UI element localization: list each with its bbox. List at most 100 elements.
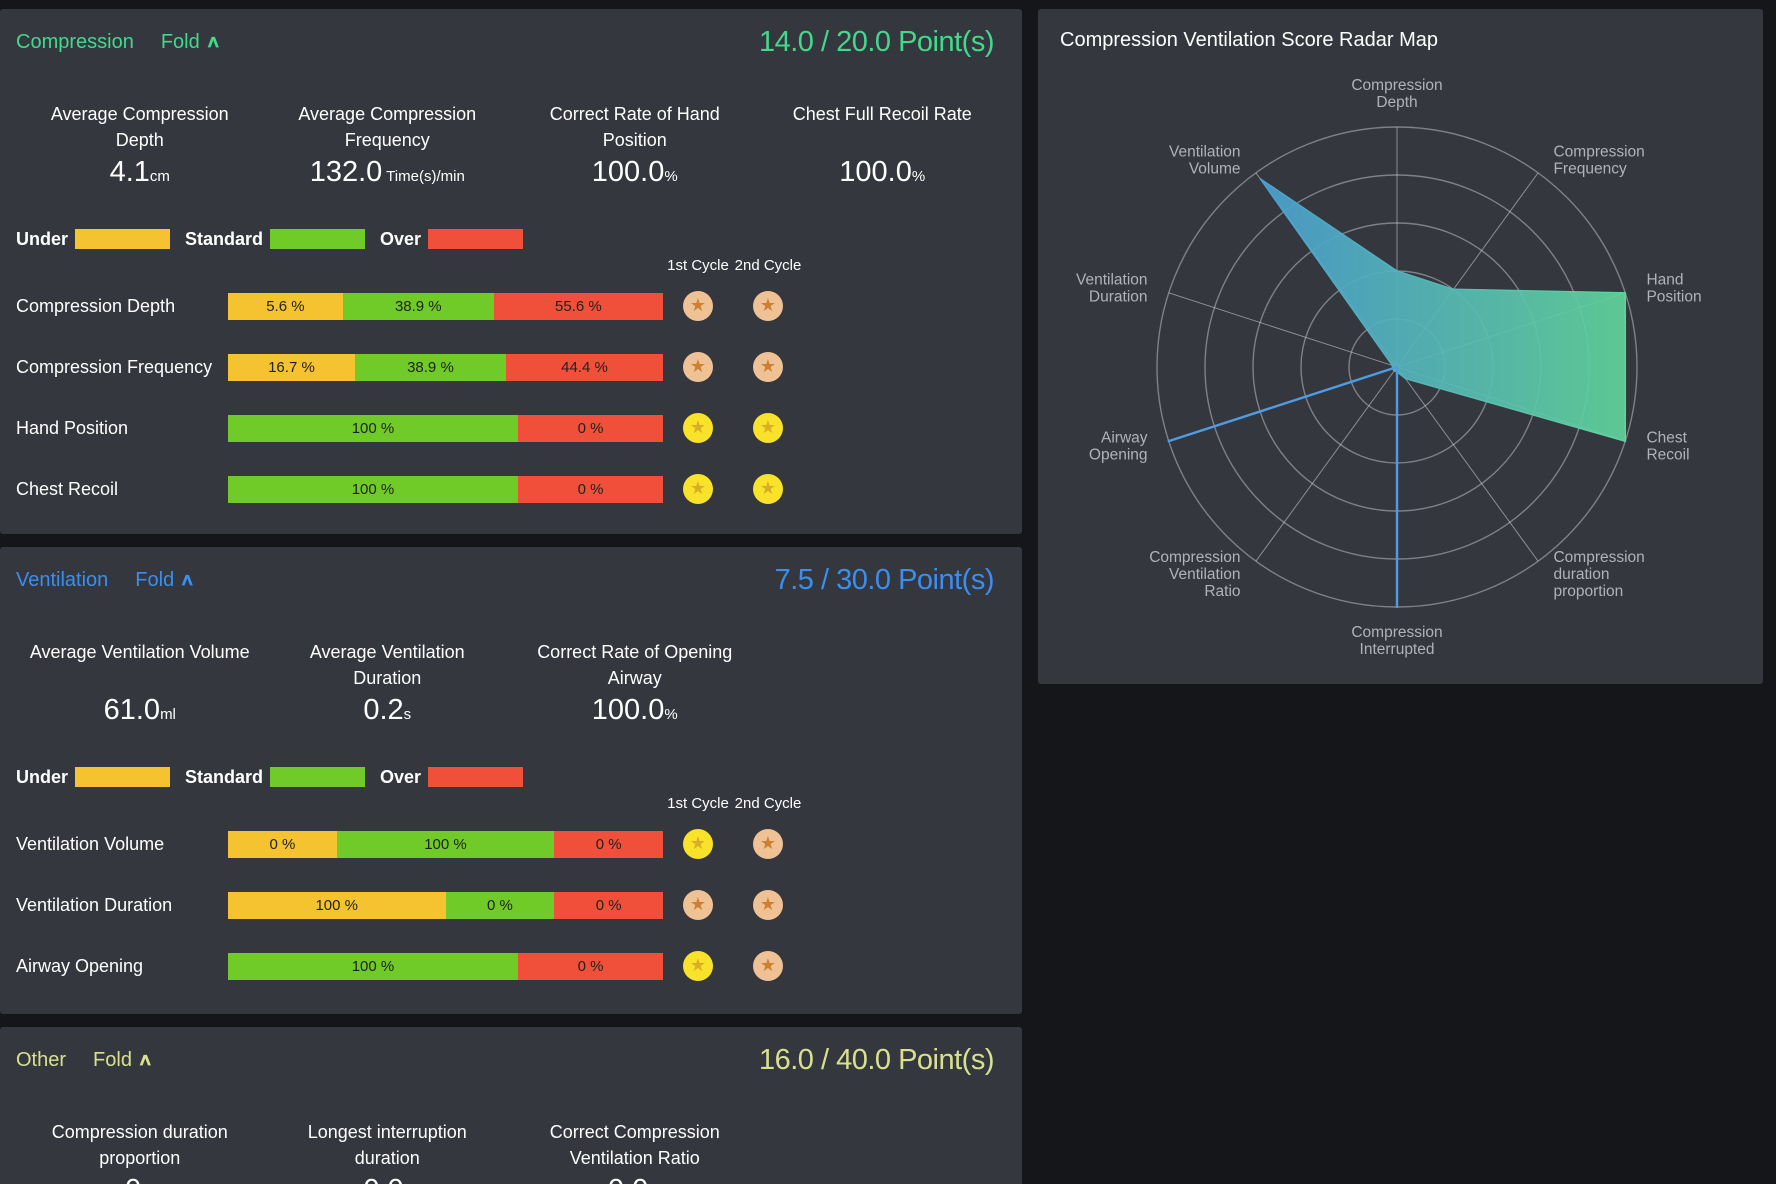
bar-segment-standard: 38.9 % (342, 292, 494, 320)
stat-value: 61.0ml (103, 694, 176, 726)
stat-label: Compression duration proportion (51, 1122, 228, 1168)
star-icon: ★ (759, 833, 777, 853)
radar-axis-label: Compression Ventilation Ratio (1149, 549, 1240, 600)
distribution-bar: 100 % 0 % 0 % (228, 891, 663, 919)
bronze-medal: ★ (753, 829, 783, 859)
metric-row-label: Ventilation Duration (16, 894, 173, 915)
distribution-bar: 100 % 0 % (228, 414, 663, 442)
metric-row: Airway Opening 100 % 0 % ★ ★ (16, 951, 1006, 981)
radar-spike-airway-opening (1167, 365, 1399, 443)
radar-column: Compression Ventilation Score Radar Map … (1038, 9, 1763, 697)
bar-segment-over: 0 % (518, 414, 663, 442)
metric-row-label: Compression Depth (16, 295, 176, 316)
star-icon: ★ (759, 894, 777, 914)
metric-row-label: Chest Recoil (16, 478, 119, 499)
stat-value: 100.0% (591, 694, 678, 726)
metric-row-label: Compression Frequency (16, 356, 213, 377)
stat-value: 0.2s (363, 694, 412, 726)
legend-label-over: Over (380, 228, 422, 249)
bronze-medal: ★ (753, 291, 783, 321)
bar-segment-standard: 100 % (228, 414, 518, 442)
legend-label-under: Under (16, 228, 69, 249)
other-fold-toggle[interactable]: Fold ∧ (93, 1049, 153, 1072)
stat-label: Correct Compression Ventilation Ratio (549, 1122, 720, 1168)
stat: Average Ventilation Duration 0.2s (264, 639, 512, 732)
star-icon: ★ (689, 417, 707, 437)
gold-medal: ★ (753, 474, 783, 504)
band-legend: Under Standard Over (16, 767, 1006, 787)
star-icon: ★ (689, 955, 707, 975)
cycle-header-2: 2nd Cycle (734, 794, 802, 812)
stat: Average Compression Depth 4.1cm (16, 101, 264, 194)
bar-segment-under: 5.6 % (228, 292, 343, 320)
metric-row: Compression Depth 5.6 % 38.9 % 55.6 % ★ ★ (16, 291, 1006, 321)
legend-label-standard: Standard (185, 228, 264, 249)
chevron-up-icon: ∧ (137, 1050, 153, 1069)
metric-row-label: Airway Opening (16, 955, 144, 976)
bar-segment-over: 0 % (554, 891, 663, 919)
star-icon: ★ (759, 955, 777, 975)
stat: Average Ventilation Volume 61.0ml (16, 639, 264, 732)
cycle-header-1: 1st Cycle (667, 256, 729, 274)
radar-spoke (1168, 292, 1398, 368)
bar-segment-over: 0 % (518, 475, 663, 503)
compression-panel: Compression Fold ∧ 14.0 / 20.0 Point(s) Aver… (0, 9, 1022, 534)
legend-swatch-over (428, 229, 524, 249)
radar-panel: Compression Ventilation Score Radar Map … (1038, 9, 1763, 684)
cycle-header-row: 1st Cycle 2nd Cycle (16, 793, 1006, 813)
star-icon: ★ (689, 356, 707, 376)
metric-row-label: Hand Position (16, 417, 129, 438)
radar-axis-label: Ventilation Volume (1169, 143, 1241, 177)
gold-medal: ★ (683, 829, 713, 859)
score-panels-column: Compression Fold ∧ 14.0 / 20.0 Point(s) Aver… (0, 9, 1022, 1184)
distribution-bar: 100 % 0 % (228, 475, 663, 503)
bar-segment-over: 55.6 % (493, 292, 663, 320)
radar-axis-label: Compression Frequency (1553, 143, 1644, 177)
bar-segment-under: 16.7 % (228, 353, 355, 381)
bronze-medal: ★ (683, 890, 713, 920)
gold-medal: ★ (753, 413, 783, 443)
legend-label-under: Under (16, 766, 69, 787)
stat: Correct Rate of Opening Airway 100.0% (511, 639, 759, 732)
legend-swatch-standard (270, 767, 366, 787)
compression-score: 14.0 / 20.0 Point(s) (758, 25, 995, 58)
metric-row: Ventilation Volume 0 % 100 % 0 % ★ ★ (16, 829, 1006, 859)
legend-swatch-standard (270, 229, 366, 249)
stat-label: Average Compression Depth (50, 104, 229, 150)
radar-axis-label: Ventilation Duration (1076, 271, 1148, 305)
star-icon: ★ (759, 417, 777, 437)
stat: Average Compression Frequency 132.0 Time(s… (264, 101, 512, 194)
stat: Correct Rate of Hand Position 100.0% (511, 101, 759, 194)
metric-row: Chest Recoil 100 % 0 % ★ ★ (16, 474, 1006, 504)
bar-segment-over: 44.4 % (505, 353, 663, 381)
band-legend: Under Standard Over (16, 229, 1006, 249)
radar-score-polygon (1259, 178, 1627, 443)
cycle-header-1: 1st Cycle (667, 794, 729, 812)
legend-swatch-under (75, 229, 171, 249)
bar-segment-standard: 38.9 % (354, 353, 506, 381)
ventilation-fold-toggle[interactable]: Fold ∧ (135, 568, 195, 592)
legend-swatch-under (75, 767, 171, 787)
bronze-medal: ★ (683, 352, 713, 382)
gold-medal: ★ (683, 413, 713, 443)
bar-segment-under: 100 % (228, 891, 446, 919)
star-icon: ★ (689, 894, 707, 914)
compression-fold-toggle[interactable]: Fold ∧ (161, 31, 221, 54)
compression-stats: Average Compression Depth 4.1cm Average Com… (16, 101, 1006, 194)
bar-segment-standard: 0 % (445, 891, 555, 919)
cycle-header-row: 1st Cycle 2nd Cycle (16, 255, 1006, 275)
radar-axis-label: Hand Position (1646, 271, 1701, 305)
other-header: Other Fold ∧ 16.0 / 40.0 Point(s) (16, 1027, 1006, 1077)
stat-label: Average Compression Frequency (298, 104, 477, 150)
other-title: Other (16, 1048, 67, 1071)
radar-spoke (1255, 366, 1398, 562)
fold-label: Fold (135, 568, 175, 591)
radar-axis-label: Compression duration proportion (1553, 549, 1644, 600)
ventilation-header: Ventilation Fold ∧ 7.5 / 30.0 Point(s) (16, 547, 1006, 597)
stat: Chest Full Recoil Rate 100.0% (759, 101, 1007, 194)
bar-segment-over: 0 % (554, 830, 663, 858)
metric-row: Compression Frequency 16.7 % 38.9 % 44.4 % ★… (16, 352, 1006, 382)
stat-label: Average Ventilation Volume (29, 642, 250, 662)
